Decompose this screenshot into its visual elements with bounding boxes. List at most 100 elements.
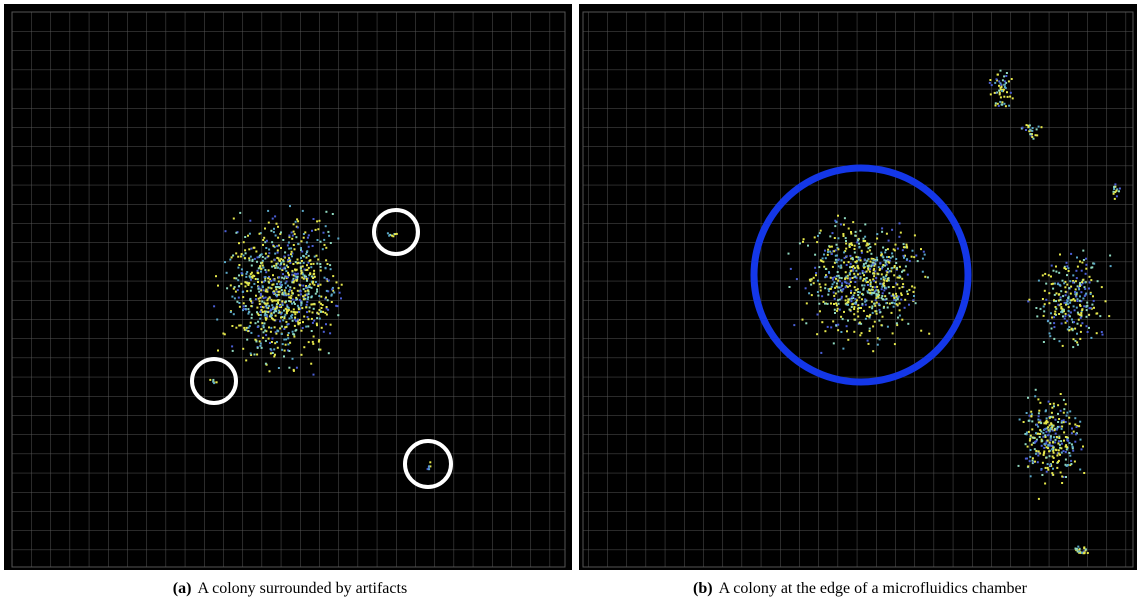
- cell: [1031, 444, 1033, 446]
- cell: [319, 349, 321, 351]
- cell: [1079, 295, 1081, 297]
- cell: [1023, 421, 1025, 423]
- cell: [1057, 404, 1059, 406]
- cell: [247, 330, 249, 332]
- cell: [291, 270, 293, 272]
- cell: [387, 232, 389, 234]
- cell: [297, 262, 299, 264]
- cell: [261, 253, 263, 255]
- cell: [834, 237, 836, 239]
- cell: [296, 298, 298, 300]
- cell: [292, 263, 294, 265]
- cell: [1027, 397, 1029, 399]
- cell: [273, 231, 275, 233]
- cell: [1080, 325, 1082, 327]
- cell: [825, 284, 827, 286]
- cell: [248, 248, 250, 250]
- cell: [1051, 472, 1053, 474]
- cell: [1051, 265, 1053, 267]
- cell: [288, 307, 290, 309]
- cell: [317, 285, 319, 287]
- cell: [217, 285, 219, 287]
- cell: [902, 249, 904, 251]
- cell: [922, 258, 924, 260]
- cell: [860, 259, 862, 261]
- cell: [1044, 443, 1046, 445]
- cell: [1029, 415, 1031, 417]
- cell: [250, 273, 252, 275]
- cell: [819, 283, 821, 285]
- cell: [268, 326, 270, 328]
- cell: [879, 311, 881, 313]
- cell: [1076, 426, 1078, 428]
- cell: [1113, 188, 1115, 190]
- cell: [1061, 482, 1063, 484]
- cell: [1078, 550, 1080, 552]
- cell: [293, 231, 295, 233]
- cell: [895, 258, 897, 260]
- cell: [325, 297, 327, 299]
- cell: [828, 290, 830, 292]
- cell: [854, 292, 856, 294]
- cell: [1045, 409, 1047, 411]
- cell: [901, 294, 903, 296]
- cell: [835, 302, 837, 304]
- cell: [1053, 326, 1055, 328]
- cell: [853, 308, 855, 310]
- cell: [330, 242, 332, 244]
- cell: [235, 277, 237, 279]
- cell: [286, 281, 288, 283]
- cell: [1047, 444, 1049, 446]
- cell: [246, 339, 248, 341]
- cell: [854, 261, 856, 263]
- cell: [301, 302, 303, 304]
- cell: [295, 221, 297, 223]
- cell: [259, 300, 261, 302]
- cell: [899, 266, 901, 268]
- cell: [1028, 431, 1030, 433]
- cell: [1063, 419, 1065, 421]
- cell: [1061, 428, 1063, 430]
- cell: [287, 272, 289, 274]
- cell: [897, 304, 899, 306]
- cell: [913, 256, 915, 258]
- cell: [293, 223, 295, 225]
- cell: [274, 319, 276, 321]
- cell: [886, 233, 888, 235]
- cell: [290, 247, 292, 249]
- cell: [273, 348, 275, 350]
- cell: [862, 270, 864, 272]
- cell: [1048, 274, 1050, 276]
- cell: [258, 286, 260, 288]
- cell: [268, 305, 270, 307]
- cell: [1004, 84, 1006, 86]
- cell: [255, 251, 257, 253]
- cell: [260, 306, 262, 308]
- cell: [1084, 286, 1086, 288]
- cell: [865, 304, 867, 306]
- cell: [320, 270, 322, 272]
- cell: [840, 267, 842, 269]
- cell: [1040, 422, 1042, 424]
- cell: [897, 317, 899, 319]
- cell: [1084, 295, 1086, 297]
- cell: [1047, 447, 1049, 449]
- cell: [263, 306, 265, 308]
- cell: [834, 298, 836, 300]
- cell: [893, 299, 895, 301]
- cell: [262, 311, 264, 313]
- cell: [836, 283, 838, 285]
- cell: [1044, 273, 1046, 275]
- cell: [299, 284, 301, 286]
- cell: [312, 312, 314, 314]
- cell: [315, 293, 317, 295]
- cell: [874, 321, 876, 323]
- cell: [310, 266, 312, 268]
- cell: [279, 268, 281, 270]
- cell: [1056, 436, 1058, 438]
- cell: [1074, 328, 1076, 330]
- cell: [824, 330, 826, 332]
- cell: [267, 210, 269, 212]
- cell: [1059, 426, 1061, 428]
- cell: [1041, 445, 1043, 447]
